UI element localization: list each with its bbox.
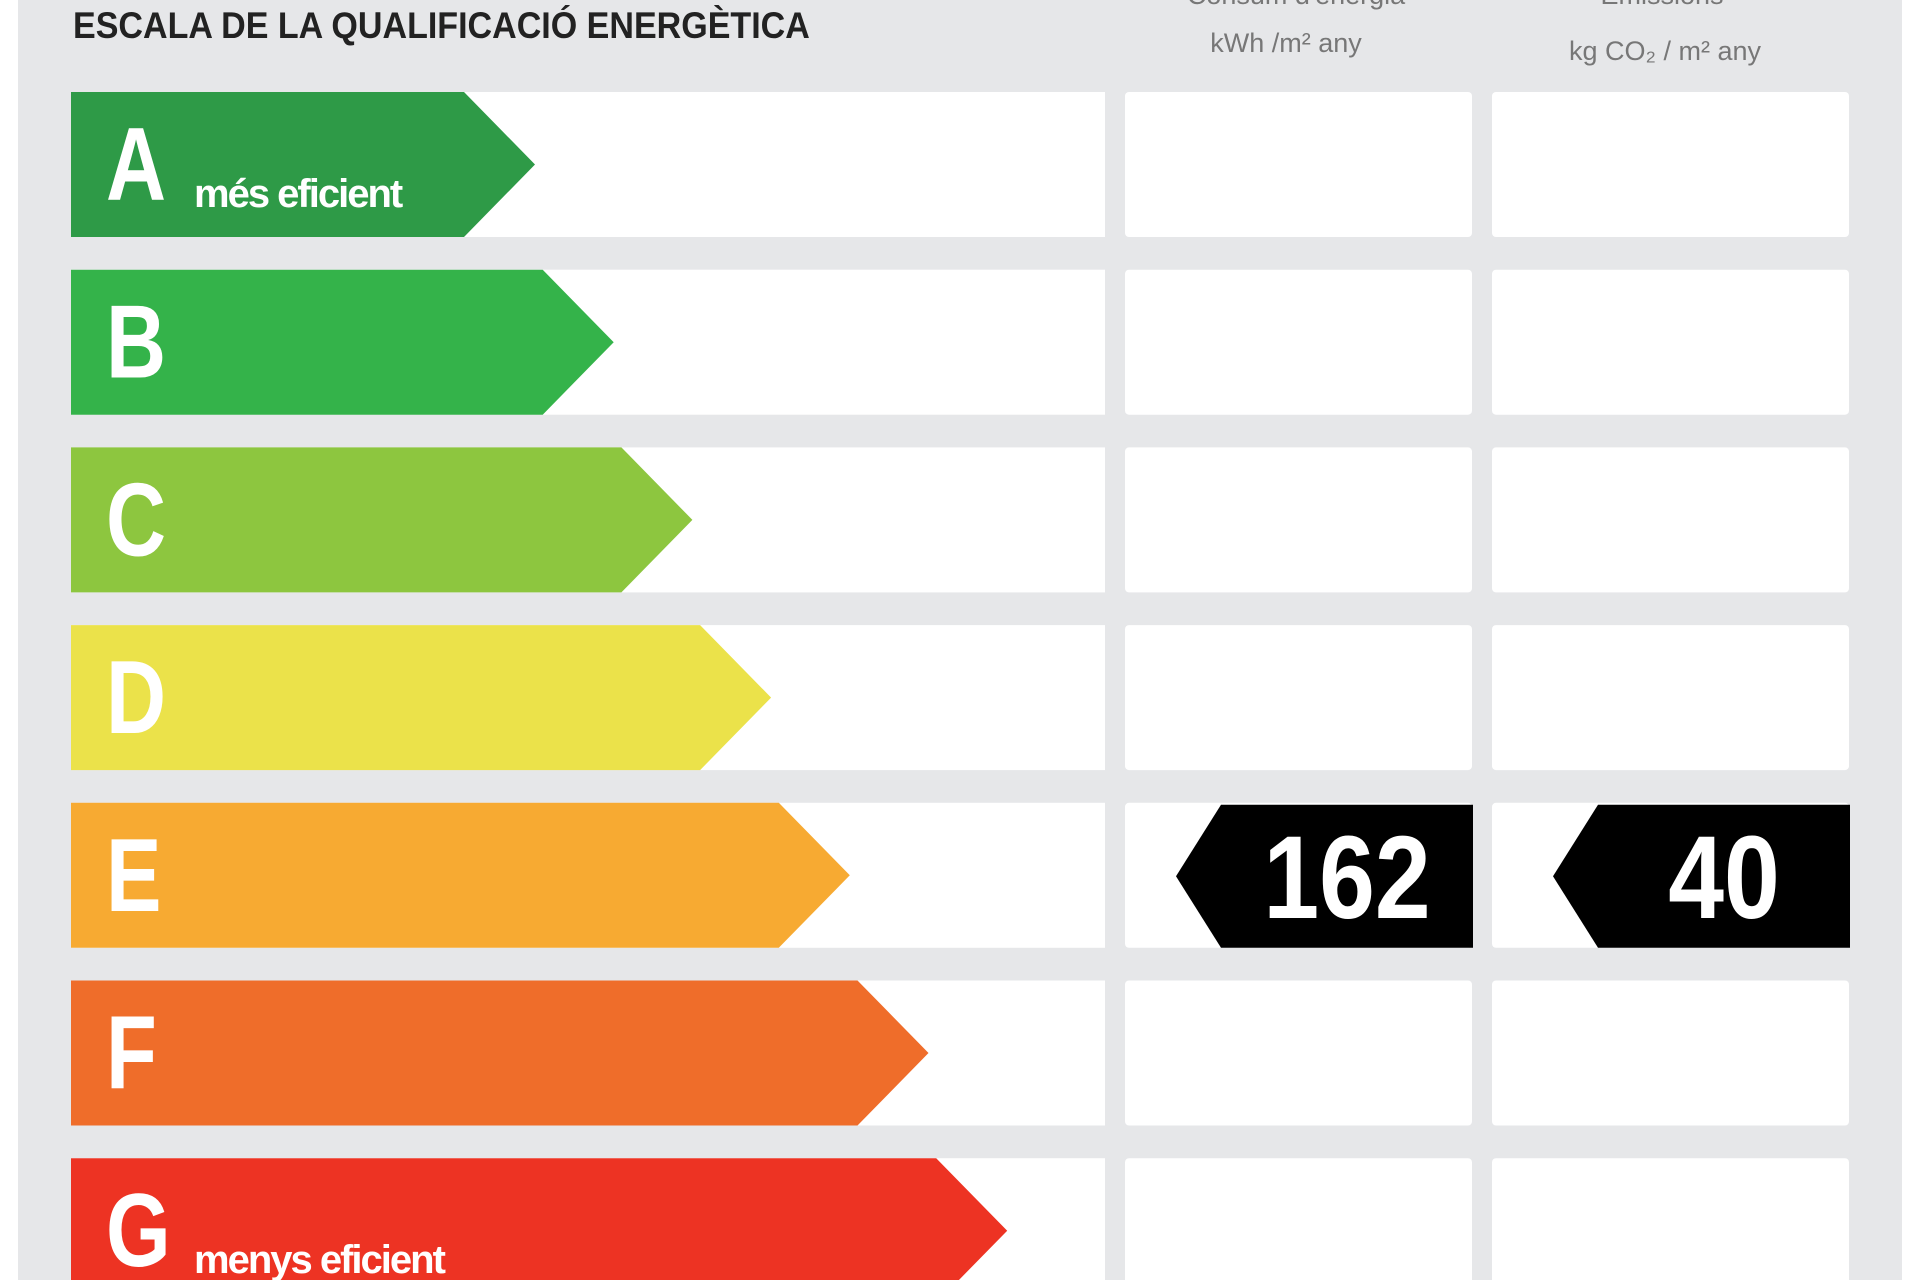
rating-arrow: [71, 802, 850, 948]
value-text: 162: [1263, 812, 1430, 943]
rating-arrow: [71, 625, 772, 771]
rating-letter: A: [106, 106, 166, 222]
rating-arrow: [71, 447, 693, 593]
rating-letter: C: [106, 462, 166, 578]
column-title: Consum d'energia: [1187, 0, 1406, 10]
column-unit: kWh /m² any: [1210, 28, 1362, 58]
rating-arrow: [71, 1158, 1008, 1280]
value-cell: [1492, 1158, 1849, 1280]
rating-arrow: [71, 92, 535, 237]
column-unit: kg CO₂ / m² any: [1569, 36, 1762, 66]
rating-arrow: [71, 980, 929, 1126]
rating-letter: B: [106, 284, 166, 400]
rating-note: més eficient: [194, 172, 403, 216]
value-text: 40: [1668, 812, 1780, 943]
title: ESCALA DE LA QUALIFICACIÓ ENERGÈTICA: [73, 5, 810, 47]
value-cell: [1492, 447, 1849, 593]
value-cell: [1125, 92, 1472, 237]
value-cell: [1492, 625, 1849, 771]
value-cell: [1125, 980, 1472, 1126]
value-cell: [1125, 447, 1472, 593]
value-cell: [1492, 269, 1849, 415]
value-cell: [1125, 269, 1472, 415]
rating-note: menys eficient: [194, 1238, 446, 1280]
rating-letter: E: [106, 817, 161, 933]
rating-letter: D: [106, 639, 166, 755]
value-cell: [1492, 92, 1849, 237]
rating-letter: F: [106, 995, 157, 1111]
value-tag: [1553, 804, 1850, 948]
value-cell: [1492, 980, 1849, 1126]
value-cell: [1125, 625, 1472, 771]
value-tag: [1176, 804, 1473, 948]
value-cell: [1125, 1158, 1472, 1280]
column-title: Emissions: [1600, 0, 1723, 10]
rating-letter: G: [106, 1172, 171, 1280]
rating-arrow: [71, 269, 614, 415]
